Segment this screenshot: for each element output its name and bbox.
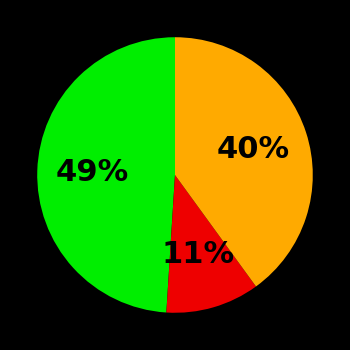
Wedge shape xyxy=(166,175,256,313)
Text: 49%: 49% xyxy=(56,158,129,187)
Text: 11%: 11% xyxy=(161,240,234,269)
Wedge shape xyxy=(175,37,313,286)
Text: 40%: 40% xyxy=(217,135,290,164)
Wedge shape xyxy=(37,37,175,313)
